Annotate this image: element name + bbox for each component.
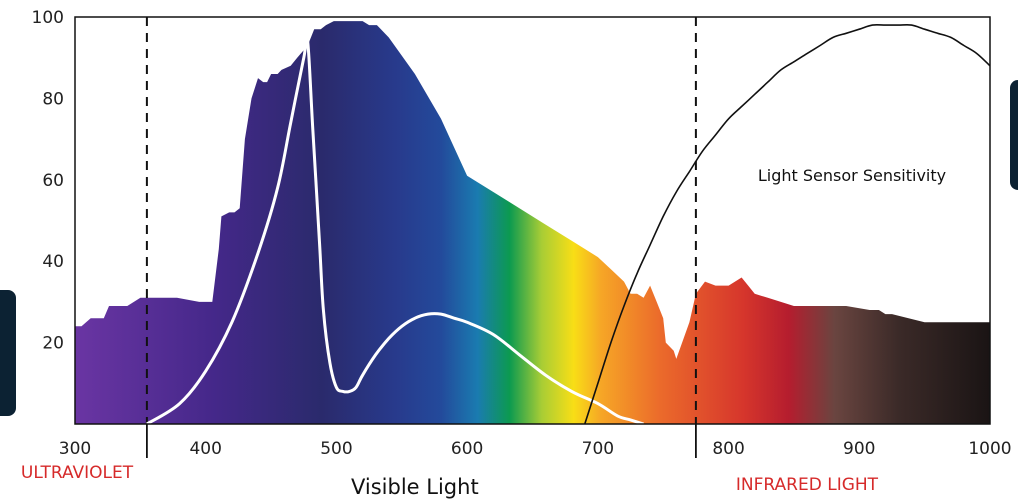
- x-tick-label: 700: [582, 439, 614, 459]
- light-spectrum-area: [75, 21, 990, 424]
- ultraviolet-label: ULTRAVIOLET: [21, 463, 134, 483]
- y-axis-ticks: 100 80 60 40 20: [32, 8, 64, 354]
- y-tick-label: 40: [42, 252, 64, 272]
- y-tick-label: 60: [42, 171, 64, 191]
- x-tick-label: 400: [189, 439, 221, 459]
- plot-frame: [74, 16, 991, 425]
- y-tick-label: 20: [42, 334, 64, 354]
- x-axis-ticks: 300 400 500 600 700 800 900 1000: [59, 439, 1012, 459]
- y-tick-label: 80: [42, 89, 64, 109]
- light-sensor-sensitivity-label: Light Sensor Sensitivity: [758, 166, 946, 185]
- infrared-light-label: INFRARED LIGHT: [736, 475, 879, 495]
- left-edge-panel: [0, 290, 16, 416]
- x-tick-label: 600: [451, 439, 483, 459]
- x-tick-label: 300: [59, 439, 91, 459]
- x-tick-label: 800: [712, 439, 744, 459]
- x-tick-label: 500: [320, 439, 352, 459]
- light-sensor-sensitivity-curve: [584, 24, 991, 425]
- right-edge-panel: [1010, 80, 1018, 190]
- visible-light-label: Visible Light: [351, 475, 479, 499]
- x-tick-label: 900: [843, 439, 875, 459]
- y-tick-label: 100: [32, 8, 64, 28]
- visible-response-curve: [146, 35, 645, 426]
- x-tick-label: 1000: [968, 439, 1011, 459]
